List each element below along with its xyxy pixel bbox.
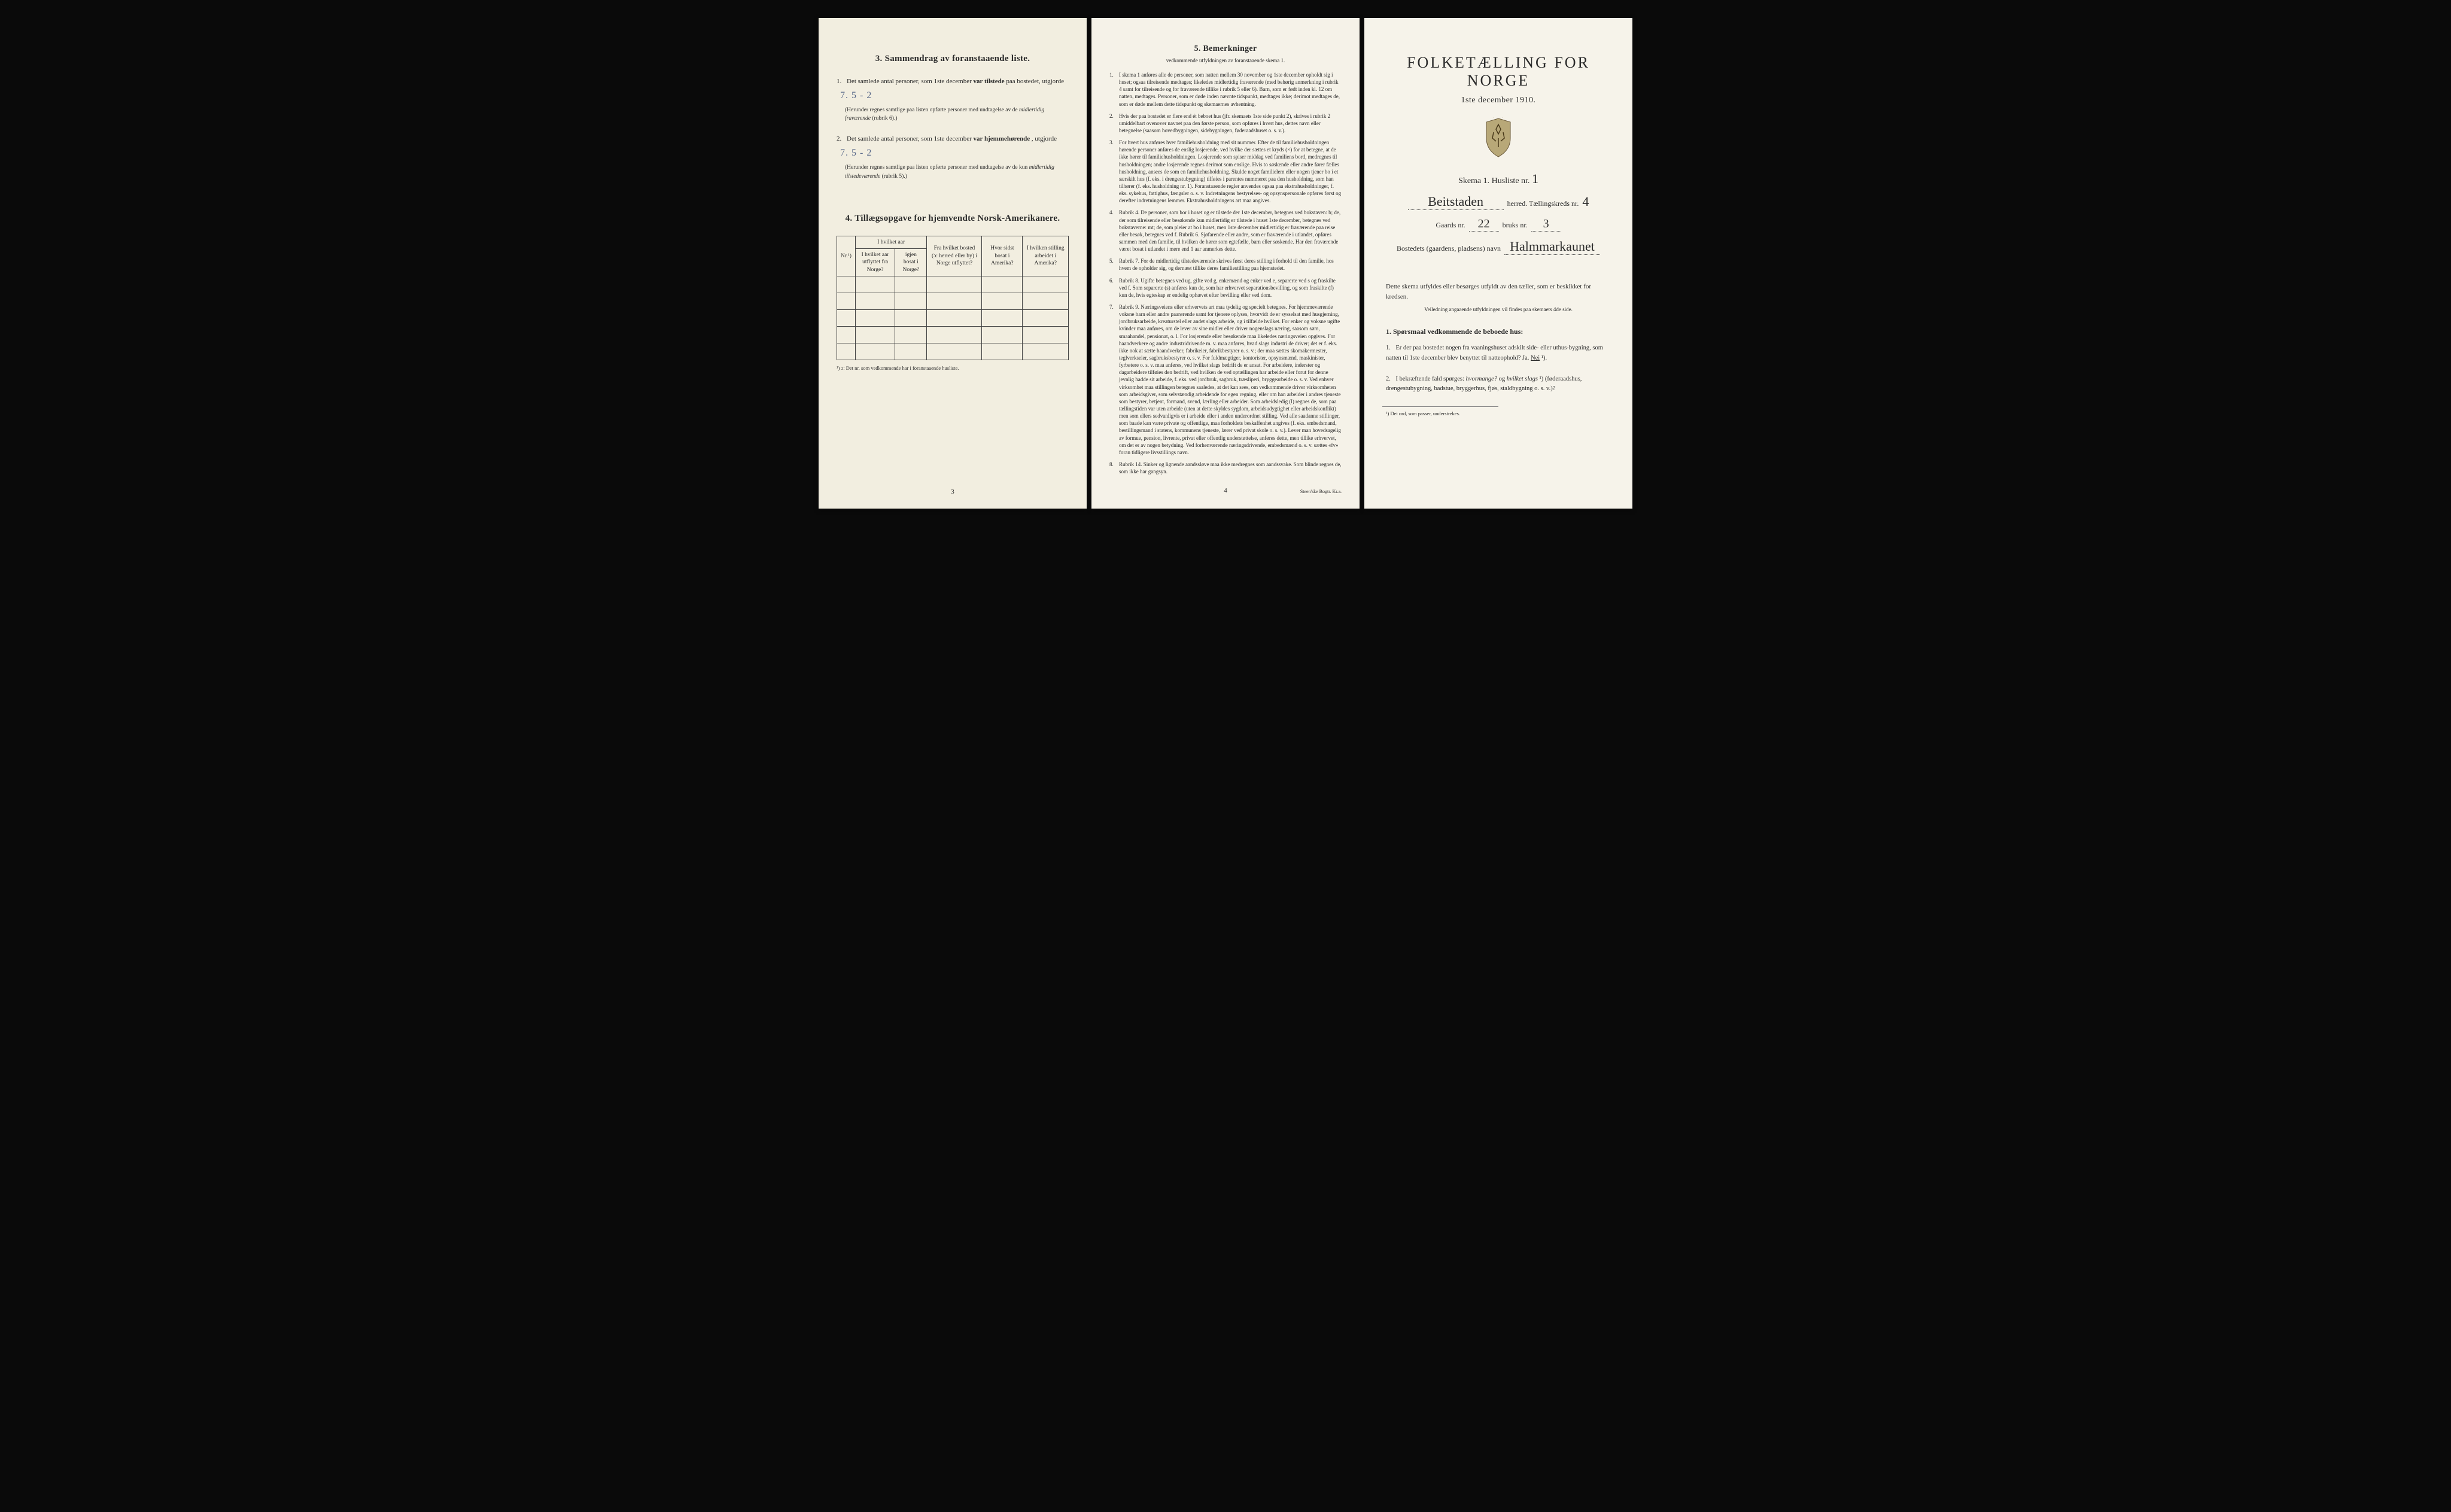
section-4-heading: 4. Tillægsopgave for hjemvendte Norsk-Am…: [837, 214, 1069, 224]
emigrant-table: Nr.¹) I hvilket aar Fra hvilket bosted (…: [837, 236, 1069, 360]
bosted-value: Halmmarkaunet: [1510, 239, 1595, 254]
section-5-heading: 5. Bemerkninger: [1109, 44, 1342, 55]
q-num: 1.: [837, 78, 841, 85]
col-year-back: igjen bosat i Norge?: [895, 249, 927, 276]
remark-item: 6.Rubrik 8. Ugifte betegnes ved ug, gift…: [1109, 277, 1342, 299]
bruks-nr-value: 3: [1543, 217, 1549, 230]
q1-bold: var tilstede: [974, 78, 1005, 85]
q2-text-pre: Det samlede antal personer, som 1ste dec…: [847, 135, 974, 142]
document-spread: 3. Sammendrag av foranstaaende liste. 1.…: [819, 18, 1632, 509]
q1-handwritten-value: 7. 5 - 2: [840, 90, 872, 101]
q1-text-post: paa bostedet, utgjorde: [1006, 78, 1064, 85]
page-number: 4: [1224, 486, 1227, 495]
col-years-group: I hvilket aar: [855, 236, 927, 248]
printer-mark: Steen'ske Bogtr. Kr.a.: [1300, 489, 1342, 495]
section-5-subheading: vedkommende utfyldningen av foranstaaend…: [1109, 57, 1342, 64]
table-row: [837, 343, 1069, 360]
gaard-row: Gaards nr. 22 bruks nr. 3: [1382, 217, 1614, 232]
q2-note: (Herunder regnes samtlige paa listen opf…: [837, 163, 1069, 181]
house-q1: 1. Er der paa bostedet nogen fra vaaning…: [1382, 343, 1614, 364]
house-q2: 2. I bekræftende fald spørges: hvormange…: [1382, 375, 1614, 395]
instruction-text: Dette skema utfyldes eller besørges utfy…: [1386, 282, 1611, 302]
main-title: FOLKETÆLLING FOR NORGE: [1382, 54, 1614, 90]
table-row: [837, 293, 1069, 310]
table-row: [837, 276, 1069, 293]
cover-footnote: ¹) Det ord, som passer, understrekes.: [1382, 406, 1498, 416]
q2-text-post: , utgjorde: [1032, 135, 1057, 142]
herred-row: Beitstaden herred. Tællingskreds nr. 4: [1382, 194, 1614, 210]
page-1-cover: FOLKETÆLLING FOR NORGE 1ste december 191…: [1364, 18, 1632, 509]
remark-item: 1.I skema 1 anføres alle de personer, so…: [1109, 71, 1342, 108]
section-3-heading: 3. Sammendrag av foranstaaende liste.: [837, 54, 1069, 64]
col-occupation: I hvilken stilling arbeidet i Amerika?: [1023, 236, 1069, 276]
page-4: 5. Bemerkninger vedkommende utfyldningen…: [1091, 18, 1360, 509]
skema-line: Skema 1. Husliste nr. 1: [1382, 171, 1614, 187]
remark-item: 5.Rubrik 7. For de midlertidig tilstedev…: [1109, 257, 1342, 272]
col-from: Fra hvilket bosted (ɔ: herred eller by) …: [927, 236, 982, 276]
bosted-row: Bostedets (gaardens, pladsens) navn Halm…: [1382, 239, 1614, 255]
remark-item: 8.Rubrik 14. Sinker og lignende aandsslø…: [1109, 461, 1342, 475]
table-footnote: ¹) ɔ: Det nr. som vedkommende har i fora…: [837, 365, 1069, 371]
table-body: [837, 276, 1069, 360]
q-num: 2.: [837, 135, 841, 142]
herred-value: Beitstaden: [1428, 194, 1483, 209]
page-3: 3. Sammendrag av foranstaaende liste. 1.…: [819, 18, 1087, 509]
answer-nei: Nei: [1531, 355, 1540, 361]
page-number: 3: [951, 488, 954, 495]
remark-item: 4.Rubrik 4. De personer, som bor i huset…: [1109, 209, 1342, 252]
remark-item: 2.Hvis der paa bostedet er flere end ét …: [1109, 112, 1342, 134]
gaard-nr-value: 22: [1478, 217, 1490, 230]
question-section-title: 1. Spørsmaal vedkommende de beboede hus:: [1386, 327, 1611, 336]
remarks-list: 1.I skema 1 anføres alle de personer, so…: [1109, 71, 1342, 475]
col-year-out: I hvilket aar utflyttet fra Norge?: [855, 249, 895, 276]
q2-bold: var hjemmehørende: [974, 135, 1030, 142]
table-header: Nr.¹) I hvilket aar Fra hvilket bosted (…: [837, 236, 1069, 276]
summary-q2: 2. Det samlede antal personer, som 1ste …: [837, 133, 1069, 180]
col-nr: Nr.¹): [837, 236, 856, 276]
husliste-nr-value: 1: [1532, 171, 1538, 186]
summary-q1: 1. Det samlede antal personer, som 1ste …: [837, 76, 1069, 123]
q1-note: (Herunder regnes samtlige paa listen opf…: [837, 106, 1069, 123]
coat-of-arms-icon: [1482, 117, 1515, 159]
kreds-nr-value: 4: [1582, 194, 1589, 209]
subtitle-date: 1ste december 1910.: [1382, 96, 1614, 105]
table-row: [837, 327, 1069, 343]
instruction-sub: Veiledning angaaende utfyldningen vil fi…: [1382, 306, 1614, 312]
remark-item: 3.For hvert hus anføres hver familiehush…: [1109, 139, 1342, 204]
table-row: [837, 310, 1069, 327]
q2-handwritten-value: 7. 5 - 2: [840, 148, 872, 158]
col-where: Hvor sidst bosat i Amerika?: [982, 236, 1023, 276]
remark-item: 7.Rubrik 9. Næringsveiens eller erhverve…: [1109, 303, 1342, 456]
q1-text-pre: Det samlede antal personer, som 1ste dec…: [847, 78, 974, 85]
